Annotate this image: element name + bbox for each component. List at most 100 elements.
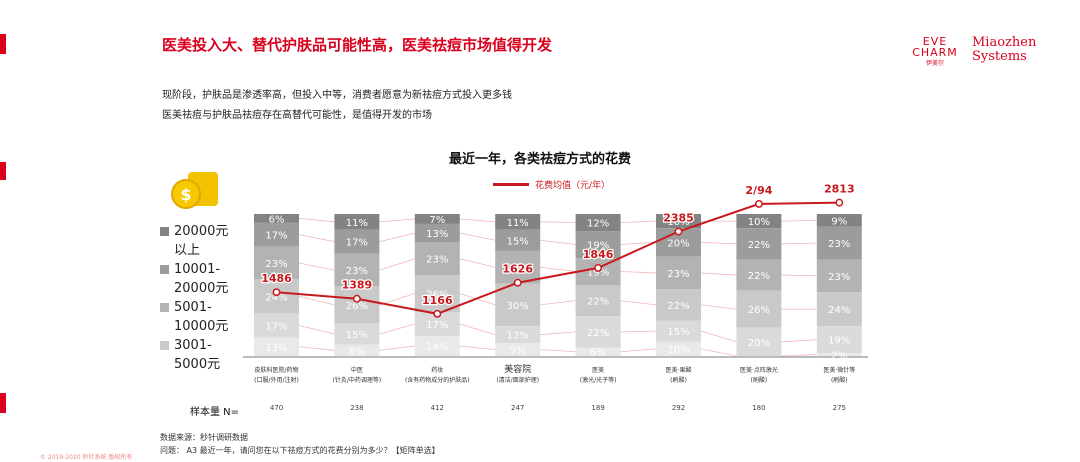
logo-eve-charm-small: 伊美尔 [925, 60, 944, 67]
segment-value-label: 13% [265, 343, 287, 354]
mean-spend-point [594, 263, 603, 272]
mean-spend-label: 1389 [342, 279, 373, 292]
segment-connector [379, 258, 415, 271]
bar-segment [495, 283, 541, 327]
bar-segment [334, 344, 380, 356]
segment-value-label: 22% [667, 301, 689, 312]
segment-value-label: 23% [426, 255, 448, 266]
segment-value-label: 10% [667, 345, 689, 356]
bar-segment [736, 327, 782, 356]
sample-size-label: 样本量 N= [190, 407, 240, 418]
bar-segment [816, 292, 862, 327]
segment-value-label: 11% [507, 218, 529, 229]
bar-segment [736, 259, 782, 291]
bar-segment [254, 246, 299, 280]
bar-segment [254, 279, 299, 314]
segment-value-label: 22% [587, 297, 609, 308]
bar-segment [816, 214, 862, 227]
category-legend-item: 3001- 5000元 [160, 336, 240, 374]
category-label: 药妆 [431, 366, 443, 374]
category-legend-label: 5001- [174, 300, 212, 315]
segment-connector [620, 220, 657, 223]
mean-spend-point [835, 198, 844, 207]
segment-value-label: 23% [667, 269, 689, 280]
bar-segment [254, 222, 299, 247]
category-label: 医美 [592, 366, 604, 374]
category-legend-label: 5000元 [174, 357, 221, 372]
segment-connector [620, 348, 657, 353]
mean-spend-point [513, 278, 522, 287]
segment-value-label: 23% [507, 263, 529, 274]
segment-connector [781, 219, 817, 222]
segment-value-label: 12% [587, 219, 609, 230]
segment-value-label: 15% [667, 327, 689, 338]
segment-value-label: 12% [507, 331, 529, 342]
category-legend-label: 20000元 [174, 224, 229, 239]
question-footnote: 问题： A3 最近一年，请问您在以下祛痘方式的花费分别为多少？【矩阵单选】 [160, 446, 440, 455]
category-legend-label: 以上 [174, 243, 201, 258]
mean-spend-line [276, 201, 840, 315]
segment-connector [781, 354, 817, 357]
mean-spend-point [674, 227, 683, 236]
segment-value-label: 17% [265, 231, 287, 242]
segment-connector [620, 271, 657, 274]
category-legend-item: 20000元 以上 [160, 222, 240, 260]
sample-size-value: 180 [752, 404, 765, 412]
eve-charm-logo: EVE CHARM 伊美尔 [905, 36, 965, 69]
category-label: 医美·果酸 [666, 366, 692, 374]
category-label: (刷酸) [670, 376, 687, 384]
segment-value-label: 23% [346, 266, 368, 277]
bar-segment [254, 337, 299, 356]
category-legend-label: 3001- [174, 338, 212, 353]
page-title: 医美投入大、替代护肤品可能性高，医美祛痘市场值得开发 [162, 36, 553, 54]
coin-stack-icon: $ [171, 172, 218, 209]
segment-value-label: 30% [507, 301, 529, 312]
logo-charm: CHARM [912, 46, 958, 59]
segment-connector [379, 232, 415, 243]
bar-segment [575, 347, 621, 356]
category-legend-label: 10000元 [174, 319, 229, 334]
logo-systems: Systems [972, 49, 1027, 64]
sample-size-value: 412 [431, 404, 444, 412]
segment-connector [298, 295, 335, 306]
category-label: (刷酸) [751, 376, 768, 384]
mean-spend-point [433, 309, 442, 318]
category-label: 医美·点阵激光 [740, 366, 778, 374]
segment-value-label: 19% [587, 241, 609, 252]
segment-value-label: 20% [667, 238, 689, 249]
svg-text:$: $ [180, 185, 191, 204]
mean-spend-label: 2/94 [745, 184, 772, 197]
segment-connector [540, 331, 576, 336]
bar-segment [736, 290, 782, 328]
segment-connector [298, 262, 335, 271]
bar-segment [334, 323, 380, 345]
segment-value-label: 24% [265, 292, 287, 303]
sample-size-value: 189 [591, 404, 604, 412]
mean-spend-point [754, 199, 763, 208]
segment-connector [700, 348, 737, 357]
segment-value-label: 23% [828, 272, 850, 283]
mean-spend-label: 1166 [422, 294, 453, 307]
segment-connector [540, 300, 576, 306]
bar-segment [334, 253, 380, 287]
segment-value-label: 14% [426, 342, 448, 353]
category-legend-swatch [160, 341, 169, 350]
bar-segment [575, 231, 621, 259]
sample-size-value: 470 [270, 404, 283, 412]
logo-eve: EVE [922, 35, 948, 48]
mean-spend-label: 1626 [502, 263, 533, 276]
left-accent-bar-3 [0, 393, 6, 413]
segment-connector [298, 217, 335, 223]
segment-value-label: 19% [587, 268, 609, 279]
line-legend-label: 花费均值（元/年） [535, 181, 611, 191]
segment-value-label: 26% [748, 305, 770, 316]
bar-segment [334, 286, 380, 324]
mean-spend-point [352, 294, 361, 303]
segment-value-label: 26% [346, 301, 368, 312]
segment-value-label: 17% [265, 321, 287, 332]
line-legend-swatch [493, 183, 529, 186]
segment-connector [379, 218, 415, 223]
bar-segment [736, 228, 782, 260]
subtitle-line-1: 现阶段，护肤品是渗透率高，但投入中等，消费者愿意为新祛痘方式投入更多钱 [162, 90, 512, 101]
category-label: (激光/光子等) [580, 376, 617, 384]
